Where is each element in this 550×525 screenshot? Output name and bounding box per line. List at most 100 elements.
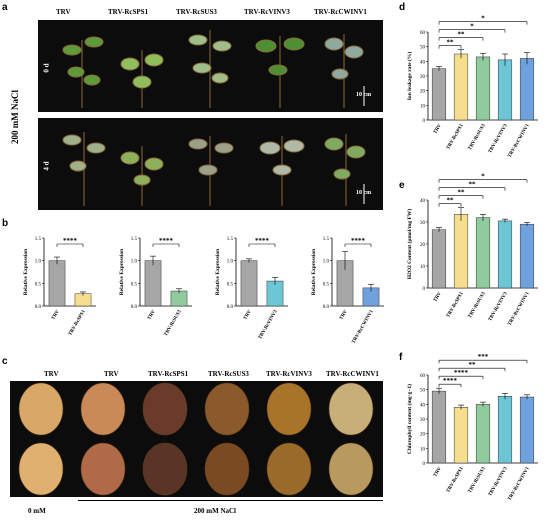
x-tick-label: TRV [147, 309, 157, 321]
bar [497, 220, 513, 289]
plant-icon [62, 132, 106, 206]
bar [475, 217, 491, 289]
row-label-4d: 4 d [42, 161, 51, 171]
col-title: TRV-RcCWINV1 [314, 8, 367, 16]
significance-label: **** [443, 377, 458, 385]
chart-b1: 0.0 0.5 1.0 1.5 Relative Expression TRV TRV-Rc… [23, 237, 96, 337]
significance-label: ** [469, 361, 477, 369]
leaf-icon [266, 382, 312, 436]
leaf-icon [142, 442, 188, 496]
y-tick-label: 60 [420, 374, 426, 379]
x-tick-label: TRV-RcCWINV1 [508, 123, 531, 159]
panel-b-charts: 0.0 0.5 1.0 1.5 Relative Expression TRV TRV-Rc… [23, 237, 384, 345]
plant-icon [324, 34, 364, 108]
chart-f: 0 10 20 30 40 50 60 Chlorophyll content (mg·g−1… [406, 353, 538, 502]
y-tick-label: 20 [420, 243, 426, 248]
bar [519, 396, 535, 464]
y-axis-label: Relative Expression [311, 249, 317, 296]
panel-label-a: a [2, 2, 8, 13]
panel-label-f: f [399, 352, 403, 363]
panel-label-c: c [2, 356, 8, 367]
x-tick-label: TRV-RcCWINV1 [352, 309, 375, 345]
leaf-icon [142, 382, 188, 436]
bar [74, 293, 92, 307]
bar [497, 59, 513, 121]
y-tick-label: 20 [420, 90, 426, 95]
bar [431, 229, 447, 289]
treatment-label: 200 mM NaCl [10, 90, 20, 144]
significance-label: ** [447, 197, 455, 205]
bar [519, 223, 535, 289]
x-tick-label: TRV-RcVINV3 [258, 309, 279, 340]
bar [266, 280, 284, 307]
x-tick-label: TRV-RcSPS1 [446, 123, 465, 151]
col-title: TRV-RcVINV3 [266, 370, 312, 378]
col-title: TRV-RcSPS1 [108, 8, 149, 16]
col-title: TRV-RcSPS1 [148, 370, 189, 378]
x-tick-label: TRV-RcSUS3 [164, 309, 183, 337]
leaves [18, 382, 374, 496]
leaf-icon [328, 382, 374, 436]
y-tick-label: 0 [423, 119, 426, 124]
plants-row-0d [62, 30, 365, 108]
bar [48, 260, 66, 307]
significance-label: **** [255, 237, 270, 245]
plant-icon [62, 36, 104, 108]
bar [431, 390, 447, 464]
leaf-icon [18, 442, 64, 496]
y-tick-label: 0.5 [35, 282, 42, 287]
x-tick-label: TRV [433, 466, 443, 478]
significance-label: **** [159, 237, 174, 245]
y-tick-label: 1.5 [35, 237, 42, 242]
y-tick-label: 40 [420, 60, 426, 65]
significance-label: **** [63, 237, 78, 245]
significance-label: **** [351, 237, 366, 245]
significance-label: ** [469, 181, 477, 189]
panel-label-b: b [2, 218, 9, 229]
significance-label: * [481, 173, 485, 181]
y-tick-label: 40 [420, 403, 426, 408]
nacl-bracket [78, 500, 383, 501]
plant-icon [120, 50, 164, 108]
plant-icon [324, 134, 366, 206]
bar [453, 214, 469, 289]
x-tick-label: TRV-RcSUS3 [468, 123, 487, 151]
x-tick-label: TRV [51, 309, 61, 321]
y-tick-label: 0.0 [227, 305, 234, 310]
plants-row-4d [62, 132, 366, 206]
plant-icon [259, 136, 305, 206]
col-title: TRV-RcSUS3 [208, 370, 249, 378]
scale-bar-label: 10 cm [356, 190, 372, 196]
y-axis-label: Relative Expression [119, 249, 125, 296]
bottom-label-0mm: 0 mM [28, 507, 46, 515]
y-tick-label: 0.0 [131, 305, 138, 310]
y-tick-label: 1.5 [131, 237, 138, 242]
bar [453, 53, 469, 121]
y-tick-label: 0.0 [35, 305, 42, 310]
significance-label: *** [478, 353, 489, 361]
plant-photo-4d: 4 d 10 cm [38, 118, 383, 210]
chart-b2: 0.0 0.5 1.0 1.5 Relative Expression TRV TRV-Rc… [119, 237, 192, 337]
x-tick-label: TRV-RcVINV3 [488, 291, 509, 322]
plant-icon [188, 30, 232, 108]
x-tick-label: TRV-RcSPS1 [68, 309, 87, 337]
x-tick-label: TRV [243, 309, 253, 321]
y-tick-label: 1.0 [227, 260, 234, 265]
y-axis-label: Relative Expression [215, 249, 221, 296]
row-label-0d: 0 d [42, 63, 51, 73]
panel-a-column-titles: TRV TRV-RcSPS1 TRV-RcSUS3 TRV-RcVINV3 TR… [38, 8, 383, 18]
leaf-icon [80, 382, 126, 436]
leaf-icon [18, 382, 64, 436]
y-tick-label: 1.0 [35, 260, 42, 265]
chart-b4: 0.0 0.5 1.0 1.5 Relative Expression TRV TRV-Rc… [311, 237, 384, 345]
x-tick-label: TRV-RcVINV3 [488, 466, 509, 497]
bar [144, 260, 162, 307]
y-tick-label: 0 [423, 462, 426, 467]
x-tick-label: TRV-RcCWINV1 [508, 291, 531, 327]
y-tick-label: 0.5 [131, 282, 138, 287]
leaf-photo [10, 381, 383, 497]
col-title: TRV-RcVINV3 [244, 8, 290, 16]
leaf-icon [204, 442, 250, 496]
